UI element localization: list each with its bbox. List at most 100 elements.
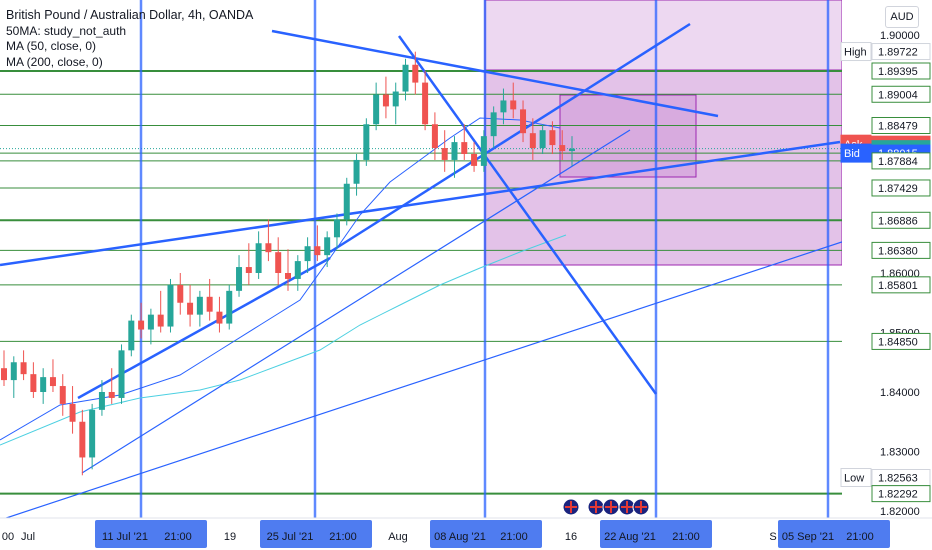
candle-body <box>520 109 527 134</box>
price-label-level: 1.87884 <box>878 156 918 168</box>
symbol-title[interactable]: British Pound / Australian Dollar, 4h, O… <box>6 8 254 22</box>
candle-body <box>392 91 399 107</box>
x-tick-label: 05 Sep '21 <box>782 531 834 543</box>
candle-body <box>167 284 174 327</box>
price-label-level: 1.87429 <box>878 183 918 195</box>
price-tag-box <box>840 143 872 163</box>
price-label-box <box>871 211 931 229</box>
candle-body <box>422 82 429 125</box>
time-highlight-box <box>778 520 890 548</box>
candle-body <box>177 284 184 303</box>
y-tick-label: 1.84000 <box>880 387 920 399</box>
x-tick-label: 25 Jul '21 <box>267 531 314 543</box>
trend-line <box>81 129 631 474</box>
candle-body <box>373 94 380 125</box>
candle-body <box>40 377 47 392</box>
candle-body <box>128 320 135 351</box>
x-tick-label: Aug <box>388 531 408 543</box>
ma200-line <box>0 234 567 446</box>
candle-body <box>216 311 223 324</box>
time-highlight-box <box>260 520 372 548</box>
flag-icon <box>632 498 650 516</box>
x-tick-label: S <box>769 531 776 543</box>
candle-body <box>431 124 438 149</box>
candle-body <box>187 302 194 315</box>
candle-body <box>314 246 321 256</box>
candles <box>1 51 575 476</box>
candle-body <box>382 94 389 107</box>
candle-body <box>30 374 37 392</box>
currency-button[interactable]: AUD <box>885 6 919 28</box>
candle-body <box>138 320 145 330</box>
trend-line <box>271 29 719 118</box>
candle-body <box>157 314 164 327</box>
candle-body <box>500 100 507 113</box>
price-label-box <box>871 276 931 294</box>
x-tick-label: 21:00 <box>329 531 357 543</box>
zone-small <box>559 94 697 178</box>
indicator-ma50-label[interactable]: MA (50, close, 0) <box>6 39 97 53</box>
flag-icon <box>562 498 580 516</box>
time-axis: 00 Jul 11 Jul '21 21:00 19 25 Jul '21 21:00 Aug… <box>0 517 932 550</box>
price-label-level: 1.89004 <box>878 89 918 101</box>
candle-body <box>108 392 115 398</box>
chart-legend: British Pound / Australian Dollar, 4h, O… <box>6 8 253 70</box>
y-tick-label: 1.83000 <box>880 447 920 459</box>
price-label-box <box>871 62 931 80</box>
y-tick-label: 1.82000 <box>880 506 920 518</box>
price-label-level: 1.84850 <box>878 336 918 348</box>
price-label-box <box>871 85 931 103</box>
price-label-level: 1.82292 <box>878 489 918 501</box>
x-tick-label: 21:00 <box>164 531 192 543</box>
candle-body <box>333 219 340 238</box>
trend-line <box>0 140 841 267</box>
candle-body <box>441 148 448 160</box>
candle-body <box>451 142 458 160</box>
x-tick-label: 21:00 <box>846 531 874 543</box>
candle-body <box>510 100 517 110</box>
price-label-low: 1.82563 <box>878 473 918 485</box>
candle-body <box>20 362 27 375</box>
x-tick-label: 16 <box>565 531 577 543</box>
indicator-50ma-label[interactable]: 50MA: study_not_auth <box>6 23 127 38</box>
flag-icon <box>602 498 620 516</box>
price-label-box <box>871 152 931 170</box>
x-tick-label: 08 Aug '21 <box>434 531 486 543</box>
price-tag-high: High <box>844 47 867 59</box>
price-label-level: 1.85801 <box>878 280 918 292</box>
price-label-level: 1.86380 <box>878 245 918 257</box>
price-label-box <box>871 43 931 61</box>
candle-body <box>569 148 575 152</box>
candle-body <box>206 296 213 312</box>
time-highlight-box <box>600 520 712 548</box>
price-axis: 1.900001.860001.850001.840001.830001.820… <box>840 0 932 518</box>
price-tag-box <box>840 42 872 62</box>
indicator-ma200-label[interactable]: MA (200, close, 0) <box>6 54 103 69</box>
candle-body <box>294 261 301 279</box>
candle-body <box>480 136 487 166</box>
price-label-box <box>871 179 931 197</box>
x-tick-label: 11 Jul '21 <box>102 531 148 543</box>
x-tick-label: 19 <box>224 531 236 543</box>
candle-body <box>89 409 96 458</box>
candle-body <box>461 142 468 154</box>
price-tag-box <box>840 468 872 488</box>
price-tag-low: Low <box>844 473 864 485</box>
candle-body <box>304 246 311 262</box>
flag-icon <box>587 498 605 516</box>
candle-body <box>265 243 272 253</box>
candle-body <box>559 145 566 152</box>
price-label-high: 1.89722 <box>878 47 918 59</box>
candle-body <box>10 362 17 381</box>
x-tick-label: 00 <box>2 531 14 543</box>
candle-body <box>49 377 56 387</box>
flag-icon <box>618 498 636 516</box>
candle-body <box>79 421 86 458</box>
candle-body <box>147 314 154 330</box>
x-tick-label: 22 Aug '21 <box>604 531 656 543</box>
candle-body <box>69 403 76 422</box>
price-label-level: 1.86886 <box>878 215 918 227</box>
candle-body <box>529 133 536 149</box>
candle-body <box>1 368 7 381</box>
